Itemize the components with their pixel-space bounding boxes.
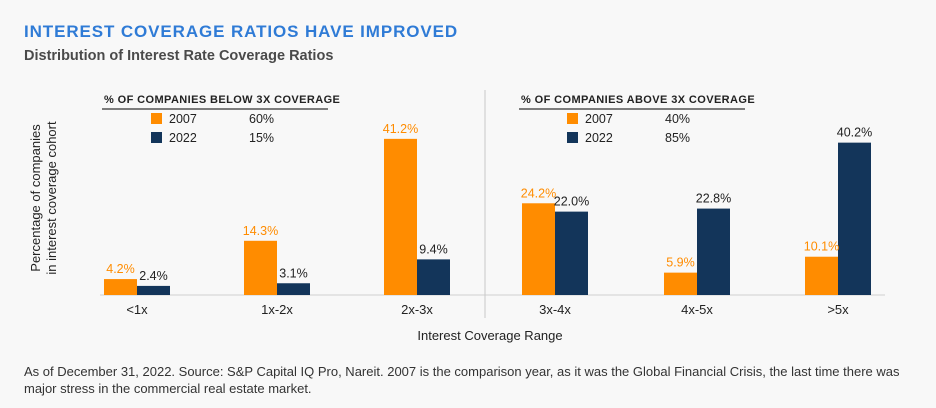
bar-2007-2 bbox=[384, 138, 417, 295]
bar-2022-1 bbox=[277, 283, 310, 295]
x-axis-label: Interest Coverage Range bbox=[417, 328, 562, 343]
bar-2022-4 bbox=[697, 208, 730, 295]
legend-series-value: 15% bbox=[249, 131, 274, 145]
y-axis-label-line: in interest coverage cohort bbox=[44, 121, 59, 275]
legend-heading: % OF COMPANIES BELOW 3X COVERAGE bbox=[104, 94, 340, 106]
data-label-2022-0: 2.4% bbox=[139, 269, 168, 283]
x-tick-label: <1x bbox=[126, 302, 148, 317]
bar-2007-1 bbox=[244, 240, 277, 295]
data-label-2022-3: 22.0% bbox=[554, 195, 589, 209]
legend-series-value: 40% bbox=[665, 112, 690, 126]
data-label-2007-2: 41.2% bbox=[383, 122, 418, 136]
bar-2007-0 bbox=[104, 279, 137, 295]
bar-2022-3 bbox=[555, 211, 588, 295]
legend-swatch-2007 bbox=[151, 113, 162, 124]
legend-swatch-2022 bbox=[567, 132, 578, 143]
legend-series-value: 85% bbox=[665, 131, 690, 145]
data-label-2022-2: 9.4% bbox=[419, 242, 448, 256]
chart-subtitle: Distribution of Interest Rate Coverage R… bbox=[24, 48, 334, 64]
legend-series-name: 2022 bbox=[585, 131, 613, 145]
data-label-2007-1: 14.3% bbox=[243, 224, 278, 238]
x-tick-label: 1x-2x bbox=[261, 302, 293, 317]
y-axis-label: Percentage of companiesin interest cover… bbox=[28, 121, 59, 275]
legend-series-name: 2022 bbox=[169, 131, 197, 145]
data-label-2007-5: 10.1% bbox=[804, 240, 839, 254]
legend-series-name: 2007 bbox=[585, 112, 613, 126]
data-label-2022-4: 22.8% bbox=[696, 192, 731, 206]
bar-2007-4 bbox=[664, 272, 697, 295]
legend-swatch-2007 bbox=[567, 113, 578, 124]
data-label-2007-0: 4.2% bbox=[106, 262, 135, 276]
legend-series-value: 60% bbox=[249, 112, 274, 126]
data-label-2022-5: 40.2% bbox=[837, 126, 872, 140]
x-tick-label: 3x-4x bbox=[539, 302, 571, 317]
data-label-2022-1: 3.1% bbox=[279, 266, 308, 280]
bar-2022-5 bbox=[838, 142, 871, 295]
source-footnote: As of December 31, 2022. Source: S&P Cap… bbox=[24, 364, 900, 396]
y-axis-label-line: Percentage of companies bbox=[28, 124, 43, 272]
bar-2022-0 bbox=[137, 285, 170, 295]
x-tick-label: >5x bbox=[827, 302, 849, 317]
x-tick-label: 4x-5x bbox=[681, 302, 713, 317]
bar-2022-2 bbox=[417, 259, 450, 295]
bar-2007-5 bbox=[805, 256, 838, 295]
data-label-2007-3: 24.2% bbox=[521, 186, 556, 200]
legend-series-name: 2007 bbox=[169, 112, 197, 126]
bar-2007-3 bbox=[522, 203, 555, 295]
legend-swatch-2022 bbox=[151, 132, 162, 143]
legend-heading: % OF COMPANIES ABOVE 3X COVERAGE bbox=[521, 94, 755, 106]
x-tick-label: 2x-3x bbox=[401, 302, 433, 317]
data-label-2007-4: 5.9% bbox=[666, 256, 695, 270]
chart-title: INTEREST COVERAGE RATIOS HAVE IMPROVED bbox=[24, 22, 459, 41]
